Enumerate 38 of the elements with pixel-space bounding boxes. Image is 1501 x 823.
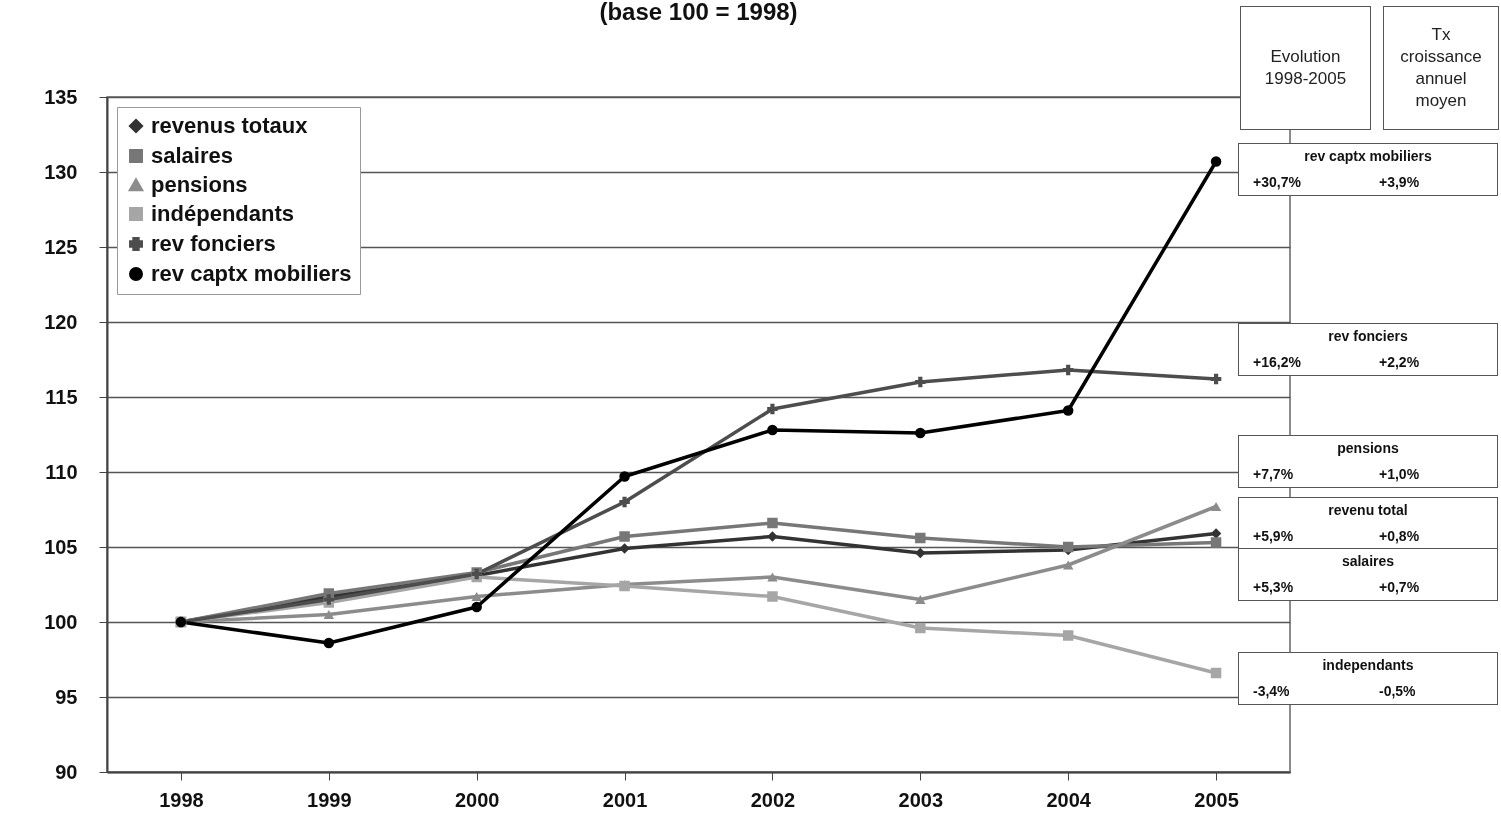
table-header-cell: Tx croissance annuel moyen (1383, 6, 1499, 130)
x-tick-label: 2002 (750, 788, 796, 811)
y-tick-label: 95 (55, 685, 78, 708)
y-tick-label: 135 (44, 85, 78, 108)
legend-label: indépendants (151, 201, 295, 226)
y-tick-label: 130 (44, 160, 78, 183)
legend-label: rev fonciers (151, 231, 276, 256)
annotation: -3,4% (1253, 683, 1290, 699)
x-tick-label: 1999 (307, 788, 352, 811)
x-tick-label: 2000 (454, 788, 500, 811)
y-tick-label: 115 (45, 385, 78, 408)
label-box: salaires +5,3% +0,7% (1238, 548, 1498, 601)
annotation: +16,2% (1253, 354, 1301, 370)
y-tick-label: 105 (44, 535, 78, 558)
x-tick-label: 2004 (1046, 788, 1092, 811)
y-tick-label: 125 (44, 235, 78, 258)
legend-label: rev captx mobiliers (151, 261, 352, 286)
chart-title: (base 100 = 1998) (599, 0, 798, 25)
y-tick-label: 110 (45, 460, 78, 483)
x-tick-label: 2005 (1194, 788, 1239, 811)
label-box: rev captx mobiliers +30,7% +3,9% (1238, 143, 1498, 196)
legend-label: salaires (151, 143, 233, 168)
annotation: +30,7% (1253, 174, 1301, 190)
label-box: pensions +7,7% +1,0% (1238, 435, 1498, 488)
legend-label: revenus totaux (151, 113, 309, 138)
x-tick-label: 1998 (159, 788, 204, 811)
legend-label: pensions (151, 172, 248, 197)
table-header-cell: Evolution 1998-2005 (1240, 6, 1371, 130)
x-tick-label: 2003 (898, 788, 944, 811)
annotation: +7,7% (1253, 466, 1294, 482)
y-tick-label: 90 (55, 760, 78, 783)
y-tick-label: 100 (44, 610, 78, 633)
label-box: independants -3,4% -0,5% (1238, 652, 1498, 705)
y-tick-label: 120 (44, 310, 78, 333)
label-box: rev fonciers +16,2% +2,2% (1238, 323, 1498, 376)
x-tick-label: 2001 (602, 788, 648, 811)
annotation: +5,3% (1253, 579, 1294, 595)
annotation: +5,9% (1253, 528, 1294, 544)
